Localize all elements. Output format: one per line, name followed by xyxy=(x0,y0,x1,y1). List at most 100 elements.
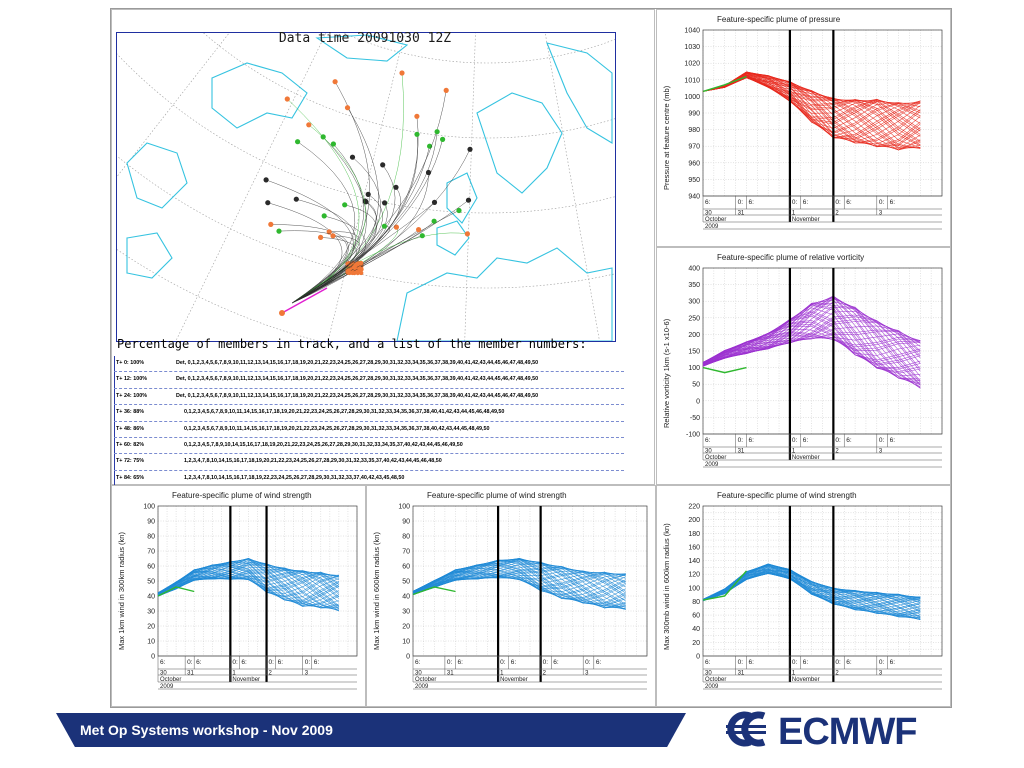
track-point xyxy=(465,197,472,203)
y-tick-label: 1040 xyxy=(684,28,700,35)
y-tick-label: 60 xyxy=(147,564,155,571)
map-title: Data time 20091030 12Z xyxy=(278,31,452,46)
track-row-members: 0,1,2,3,4,5,6,7,8,9,10,11,14,15,16,17,18… xyxy=(184,409,505,416)
member-track xyxy=(291,172,429,304)
track-point xyxy=(263,177,269,183)
day-label: 30 xyxy=(160,671,167,677)
month-label: November xyxy=(792,455,820,461)
y-tick-label: 960 xyxy=(688,160,700,167)
year-label: 2009 xyxy=(160,684,174,690)
day-label: 1 xyxy=(792,449,796,455)
vorticity-plume-panel: Feature-specific plume of relative vorti… xyxy=(656,247,951,485)
latitude-circle xyxy=(203,33,615,139)
track-row-label: T+ 60: 82% xyxy=(116,441,145,448)
track-point xyxy=(358,260,363,266)
latitude-circle xyxy=(117,53,615,214)
ensemble-member-line xyxy=(702,573,921,610)
ensemble-member-line xyxy=(412,567,626,594)
y-tick-label: 150 xyxy=(688,349,700,356)
deterministic-line xyxy=(702,366,747,374)
track-point xyxy=(399,70,405,76)
track-point xyxy=(456,207,462,214)
member-track xyxy=(266,179,354,304)
track-point xyxy=(434,129,440,135)
day-label: 1 xyxy=(792,211,796,217)
y-tick-label: 220 xyxy=(688,504,700,511)
hour-label: 6: xyxy=(748,437,754,444)
map-graticule xyxy=(117,33,615,341)
day-label: 2 xyxy=(543,671,547,677)
track-row-members: 1,2,3,4,7,8,10,14,15,16,17,18,19,20,21,2… xyxy=(184,458,442,465)
day-label: 31 xyxy=(738,211,745,217)
y-tick-label: 980 xyxy=(688,127,700,134)
track-point xyxy=(416,227,422,233)
day-label: 2 xyxy=(835,671,839,677)
track-table-row: T+ 72: 75% 1,2,3,4,7,8,10,14,15,16,17,18,… xyxy=(114,454,624,472)
track-point xyxy=(349,154,356,160)
hour-label: 6: xyxy=(553,659,559,666)
y-tick-label: 950 xyxy=(688,177,700,184)
deterministic-line xyxy=(702,75,747,93)
track-point xyxy=(414,131,420,137)
month-label: November xyxy=(232,677,260,683)
longitude-line xyxy=(117,33,487,282)
ensemble-member-line xyxy=(412,559,626,606)
member-track xyxy=(291,202,435,304)
hour-label: 6: xyxy=(890,437,896,444)
hour-label: 0: xyxy=(305,659,311,666)
track-membership-table: T+ 0: 100% Det, 0,1,2,3,4,5,6,7,8,9,10,11… xyxy=(114,356,624,504)
y-tick-label: 10 xyxy=(402,639,410,646)
hour-label: 0: xyxy=(232,659,238,666)
ecmwf-logo-text: ECMWF xyxy=(778,711,917,752)
month-label: October xyxy=(160,677,181,683)
y-tick-label: 180 xyxy=(688,531,700,538)
track-point xyxy=(393,184,399,190)
ensemble-member-line xyxy=(702,310,921,364)
hour-label: 0: xyxy=(792,659,798,666)
hour-label: 6: xyxy=(596,659,602,666)
track-point xyxy=(344,105,351,111)
track-row-members: Det, 0,1,2,3,4,5,6,7,8,9,10,11,12,13,14,… xyxy=(176,360,539,366)
day-label: 2 xyxy=(835,449,839,455)
track-map-panel: Data time 20091030 12Z Percentage of mem… xyxy=(111,9,655,504)
month-label: October xyxy=(705,455,726,461)
ensemble-member-line xyxy=(157,563,340,608)
y-tick-label: 400 xyxy=(688,266,700,273)
track-table-row: T+ 60: 82% 0,1,2,3,4,5,7,8,9,10,14,15,16,… xyxy=(114,437,624,455)
month-label: November xyxy=(792,217,820,223)
hour-label: 0: xyxy=(738,437,744,444)
chart-title: Feature-specific plume of relative vorti… xyxy=(717,253,865,262)
track-row-label: T+ 12: 100% xyxy=(116,376,148,383)
coastline xyxy=(396,247,613,341)
hour-label: 6: xyxy=(278,659,284,666)
coastline xyxy=(436,220,470,256)
member-track xyxy=(291,134,418,304)
member-track xyxy=(291,201,377,304)
ensemble-member-line xyxy=(702,73,921,148)
ensemble-member-line xyxy=(702,303,921,384)
y-tick-label: 100 xyxy=(398,504,410,511)
hour-label: 0: xyxy=(835,199,841,206)
track-map-canvas xyxy=(117,33,615,341)
ensemble-member-line xyxy=(702,325,921,363)
track-point xyxy=(332,79,338,85)
day-label: 3 xyxy=(879,449,883,455)
track-point xyxy=(425,169,432,176)
track-point xyxy=(414,113,420,119)
y-tick-label: 300 xyxy=(688,299,700,306)
hour-label: 0: xyxy=(500,659,506,666)
chart-title: Feature-specific plume of wind strength xyxy=(717,491,857,500)
member-track xyxy=(291,232,468,304)
track-point xyxy=(431,199,438,205)
ensemble-member-line xyxy=(702,311,921,373)
wind-300mb-plume-panel: Feature-specific plume of wind strength M… xyxy=(656,485,951,707)
track-point xyxy=(467,146,473,152)
y-tick-label: 30 xyxy=(147,609,155,616)
day-label: 1 xyxy=(232,671,236,677)
y-tick-label: 0 xyxy=(696,398,700,405)
ensemble-member-line xyxy=(702,73,921,133)
plume-chart: 0 10 20 30 40 50 60 70 80 90 100 6: 0: 6: 0: 6: 0: 6: 0: 6:… xyxy=(398,504,648,690)
hour-label: 0: xyxy=(792,199,798,206)
ensemble-member-line xyxy=(702,564,921,610)
hour-label: 0: xyxy=(835,659,841,666)
